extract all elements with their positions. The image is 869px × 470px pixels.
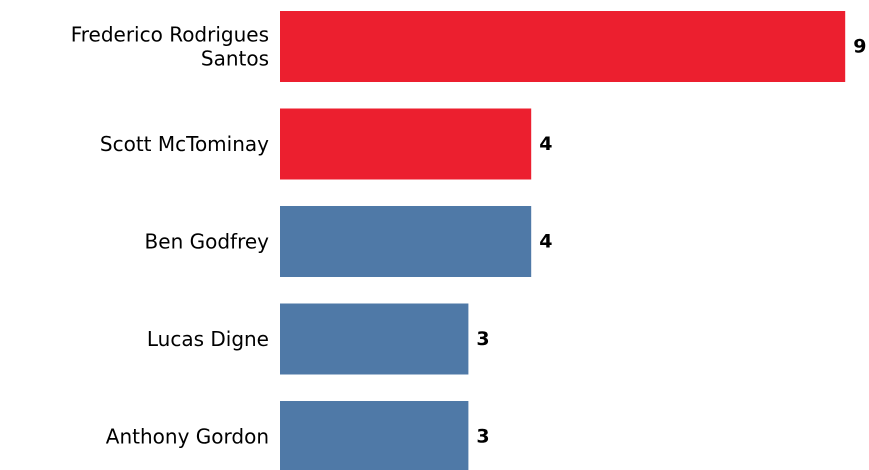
value-label-2: 4	[539, 231, 552, 253]
value-label-1: 4	[539, 133, 552, 155]
value-label-4: 3	[476, 426, 489, 448]
category-label-line: Ben Godfrey	[145, 230, 270, 254]
category-label-line: Lucas Digne	[147, 327, 269, 351]
bar-3	[280, 303, 469, 375]
bar-0	[280, 11, 846, 82]
category-label-line: Anthony Gordon	[106, 425, 269, 449]
category-label-line: Santos	[201, 47, 269, 71]
value-label-3: 3	[476, 328, 489, 350]
value-label-0: 9	[853, 36, 866, 58]
category-label-3: Lucas Digne	[147, 327, 269, 351]
category-label-line: Scott McTominay	[100, 132, 269, 156]
category-label-2: Ben Godfrey	[145, 230, 270, 254]
bar-2	[280, 206, 532, 277]
bar-4	[280, 401, 469, 470]
category-label-1: Scott McTominay	[100, 132, 269, 156]
bar-1	[280, 108, 532, 180]
category-label-4: Anthony Gordon	[106, 425, 269, 449]
category-label-0: Frederico Rodrigues Santos	[71, 23, 269, 71]
bars-layer	[280, 11, 846, 470]
value-labels-layer: 9 4 4 3 3	[476, 36, 866, 448]
category-labels-layer: Frederico Rodrigues Santos Scott McTominay…	[71, 23, 269, 449]
category-label-line: Frederico Rodrigues	[71, 23, 269, 47]
